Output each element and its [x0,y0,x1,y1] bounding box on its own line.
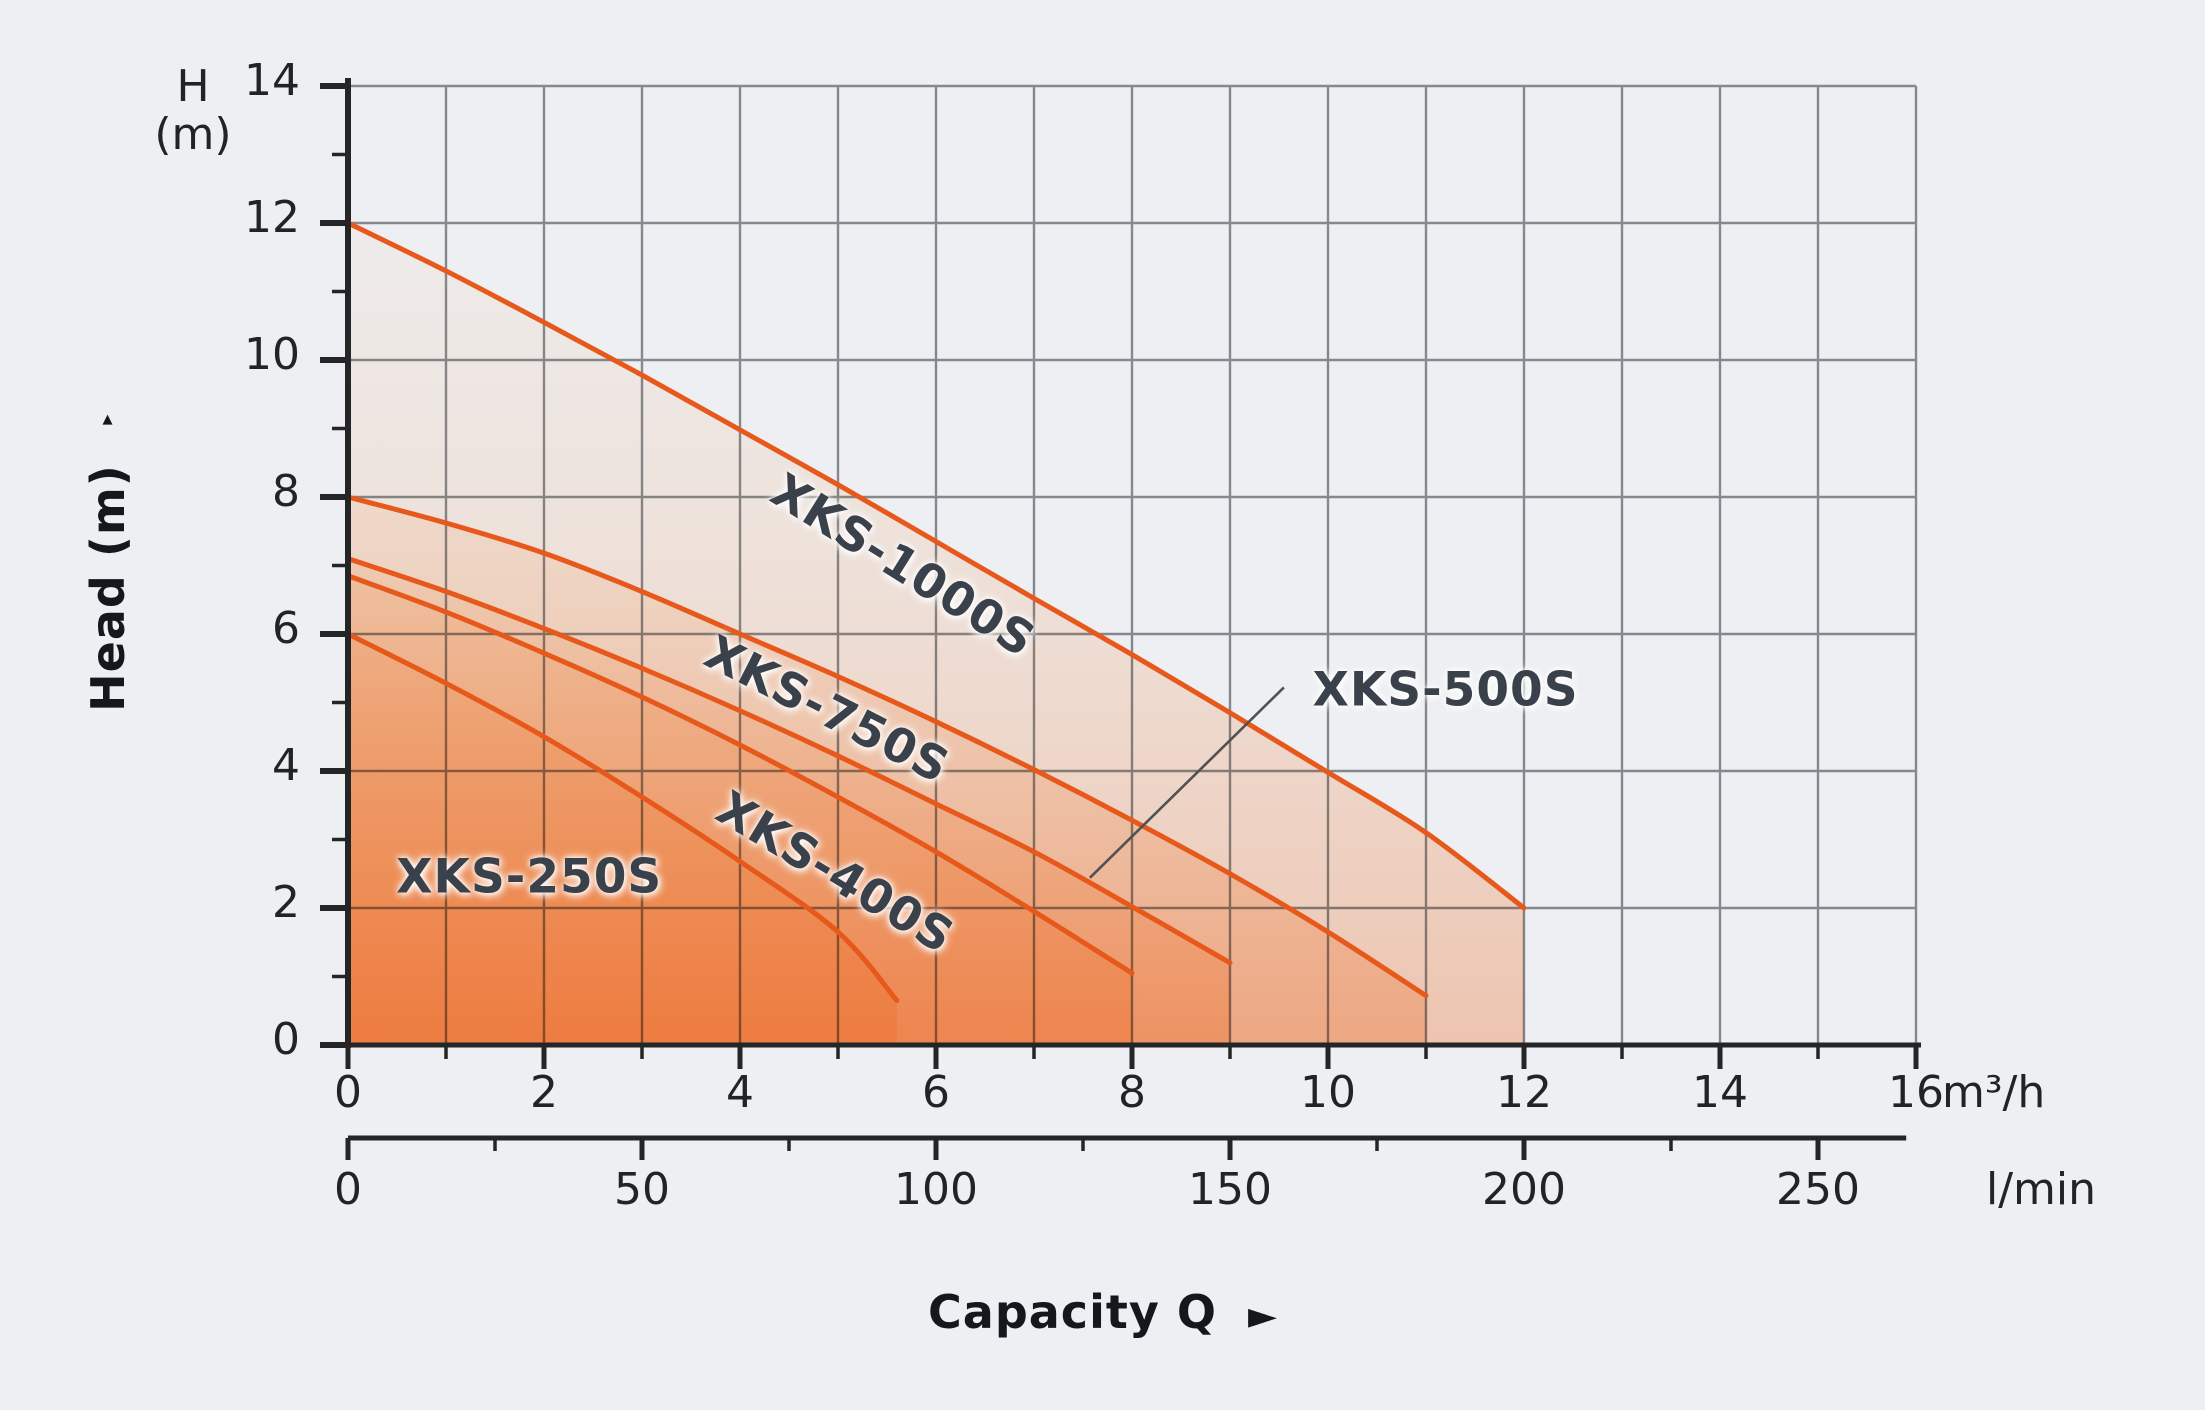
x-tick-label-lmin: 200 [1481,1164,1566,1215]
grid [348,84,1918,1045]
x-axis-right-arrow-icon: ► [1247,1292,1278,1337]
x-tick-label-lmin: 50 [613,1164,670,1215]
x-tick-label-lmin: 250 [1775,1164,1860,1215]
y-axis-up-arrow-icon: ▲ [102,412,114,428]
leader-line-xks-500s [1088,686,1285,879]
curve-xks-750s [345,494,1429,999]
series-label-xks-500s: XKS-500S [1312,662,1579,718]
x-tick-label-m3h: 0 [334,1067,362,1118]
y-tick-label: 2 [272,877,300,928]
curve-xks-1000s [345,220,1527,911]
x-tick-label-lmin: 100 [893,1164,978,1215]
y-tick-label: 10 [244,329,300,380]
x-tick-label-lmin: 0 [334,1164,362,1215]
axes [320,78,1921,1160]
x-tick-label-m3h: 2 [530,1067,558,1118]
x-tick-label-m3h: 12 [1496,1067,1552,1118]
y-tick-label: 8 [272,466,300,517]
y-tick-label: 4 [272,740,300,791]
y-axis-corner-label-m: (m) [154,109,232,160]
y-tick-label: 6 [272,603,300,654]
y-tick-label: 12 [244,192,300,243]
y-axis-title-text: Head (m) [80,464,135,712]
x-tick-label-m3h: 4 [726,1067,754,1118]
y-tick-label: 0 [272,1014,300,1065]
y-axis-corner-label-h: H [176,61,210,112]
x-tick-label-m3h: 16 [1888,1067,1944,1118]
x-tick-label-m3h: 6 [922,1067,950,1118]
x-axis-title-text: Capacity Q [928,1284,1217,1339]
series-label-xks-250s: XKS-250S [396,849,663,905]
x-axis-unit-lmin: l/min [1986,1164,2097,1215]
x-tick-label-m3h: 10 [1300,1067,1356,1118]
x-tick-label-m3h: 14 [1692,1067,1748,1118]
curve-xks-250s [345,631,900,1003]
y-axis-title: Head (m) [80,464,135,712]
area-xks-250s [348,634,897,1045]
y-tick-label: 14 [244,55,300,106]
curve-xks-400s [345,573,1135,976]
x-tick-label-lmin: 150 [1187,1164,1272,1215]
x-tick-label-m3h: 8 [1118,1067,1146,1118]
x-axis-unit-m3h: m³/h [1942,1067,2046,1118]
curve-xks-500s [345,556,1233,966]
x-axis-title: Capacity Q ► [928,1288,1278,1336]
